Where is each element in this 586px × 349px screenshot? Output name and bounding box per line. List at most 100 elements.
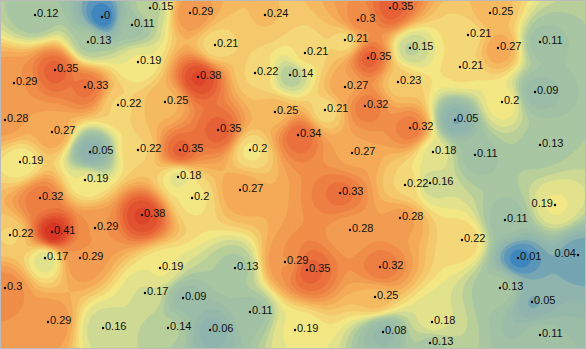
sample-point bbox=[239, 189, 241, 191]
value-label: 0.11 bbox=[252, 304, 273, 316]
value-label: 0.15 bbox=[412, 40, 433, 52]
value-label: 0.35 bbox=[392, 0, 413, 12]
sample-point bbox=[324, 109, 326, 111]
surface-band bbox=[0, 0, 586, 349]
sample-point bbox=[501, 101, 503, 103]
sample-point bbox=[554, 204, 556, 206]
value-label: 0.22 bbox=[257, 65, 278, 77]
sample-point bbox=[179, 149, 181, 151]
value-label: 0.17 bbox=[147, 285, 168, 297]
sample-point bbox=[141, 214, 143, 216]
value-label: 0.14 bbox=[292, 67, 313, 79]
value-label: 0.29 bbox=[192, 5, 213, 17]
value-label: 0.22 bbox=[464, 232, 485, 244]
value-label: 0.2 bbox=[252, 142, 267, 154]
sample-point bbox=[429, 182, 431, 184]
sample-point bbox=[79, 257, 81, 259]
value-label: 0.21 bbox=[217, 37, 238, 49]
surface-band bbox=[39, 66, 214, 243]
value-label: 0.19 bbox=[87, 172, 108, 184]
value-label: 0.23 bbox=[400, 74, 421, 86]
sample-point bbox=[131, 24, 133, 26]
sample-point bbox=[459, 66, 461, 68]
surface-band bbox=[0, 0, 586, 349]
sample-point bbox=[454, 119, 456, 121]
value-label: 0.28 bbox=[7, 112, 28, 124]
value-label: 0.25 bbox=[492, 5, 513, 17]
sample-point bbox=[499, 287, 501, 289]
value-label: 0.29 bbox=[50, 314, 71, 326]
sample-point bbox=[344, 39, 346, 41]
sample-point bbox=[531, 301, 533, 303]
sample-point bbox=[13, 82, 15, 84]
sample-point bbox=[504, 219, 506, 221]
value-label: 0.06 bbox=[212, 322, 233, 334]
surface-band bbox=[0, 0, 586, 349]
value-label: 0.25 bbox=[277, 104, 298, 116]
sample-point bbox=[217, 129, 219, 131]
value-label: 0.19 bbox=[22, 154, 43, 166]
value-label: 0.27 bbox=[500, 40, 521, 52]
value-label: 0.17 bbox=[47, 250, 68, 262]
surface-band bbox=[25, 0, 420, 295]
value-label: 0.22 bbox=[12, 227, 33, 239]
sample-point bbox=[234, 267, 236, 269]
value-label: 0.34 bbox=[300, 127, 321, 139]
value-label: 0.11 bbox=[507, 212, 528, 224]
sample-point bbox=[117, 104, 119, 106]
value-label: 0.27 bbox=[347, 79, 368, 91]
value-label: 0.11 bbox=[134, 17, 155, 29]
sample-point bbox=[344, 86, 346, 88]
sample-point bbox=[249, 311, 251, 313]
sample-point bbox=[84, 86, 86, 88]
map: 0.1200.150.130.110.290.240.30.350.250.21… bbox=[0, 0, 586, 349]
value-label: 0.18 bbox=[435, 144, 456, 156]
value-label: 0.11 bbox=[542, 34, 563, 46]
surface-band bbox=[0, 0, 586, 349]
value-label: 0.16 bbox=[432, 175, 453, 187]
sample-point bbox=[197, 76, 199, 78]
value-label: 0.11 bbox=[477, 147, 498, 159]
sample-point bbox=[54, 69, 56, 71]
surface-band bbox=[0, 0, 586, 349]
sample-point bbox=[409, 47, 411, 49]
sample-point bbox=[89, 151, 91, 153]
sample-point bbox=[399, 217, 401, 219]
value-label: 0.13 bbox=[90, 34, 111, 46]
surface-band bbox=[0, 0, 586, 349]
sample-point bbox=[214, 44, 216, 46]
value-label: 0.25 bbox=[377, 289, 398, 301]
sample-point bbox=[149, 7, 151, 9]
surface-band bbox=[36, 0, 404, 283]
sample-point bbox=[539, 41, 541, 43]
value-label: 0.35 bbox=[57, 62, 78, 74]
value-label: 0.28 bbox=[352, 222, 373, 234]
value-label: 0.29 bbox=[287, 254, 308, 266]
value-label: 0.22 bbox=[120, 97, 141, 109]
value-label: 0.33 bbox=[87, 79, 108, 91]
data-labels: 0.1200.150.130.110.290.240.30.350.250.21… bbox=[7, 0, 576, 347]
sample-point bbox=[182, 297, 184, 299]
value-label: 0.24 bbox=[267, 7, 288, 19]
value-label: 0.32 bbox=[412, 120, 433, 132]
value-label: 0.13 bbox=[432, 335, 453, 347]
sample-point bbox=[177, 176, 179, 178]
sample-point bbox=[102, 327, 104, 329]
sample-point bbox=[431, 321, 433, 323]
value-label: 0.35 bbox=[182, 142, 203, 154]
value-label: 0.25 bbox=[167, 94, 188, 106]
sample-point bbox=[539, 334, 541, 336]
sample-point bbox=[164, 101, 166, 103]
sample-point bbox=[474, 154, 476, 156]
sample-point bbox=[101, 16, 103, 18]
value-label: 0.21 bbox=[327, 102, 348, 114]
sample-point bbox=[19, 161, 21, 163]
value-label: 0.33 bbox=[342, 185, 363, 197]
sample-point bbox=[191, 197, 193, 199]
sample-point bbox=[357, 19, 359, 21]
sample-point bbox=[137, 61, 139, 63]
sample-point bbox=[577, 254, 579, 256]
sample-point bbox=[404, 184, 406, 186]
sample-point bbox=[349, 229, 351, 231]
sample-point bbox=[429, 342, 431, 344]
